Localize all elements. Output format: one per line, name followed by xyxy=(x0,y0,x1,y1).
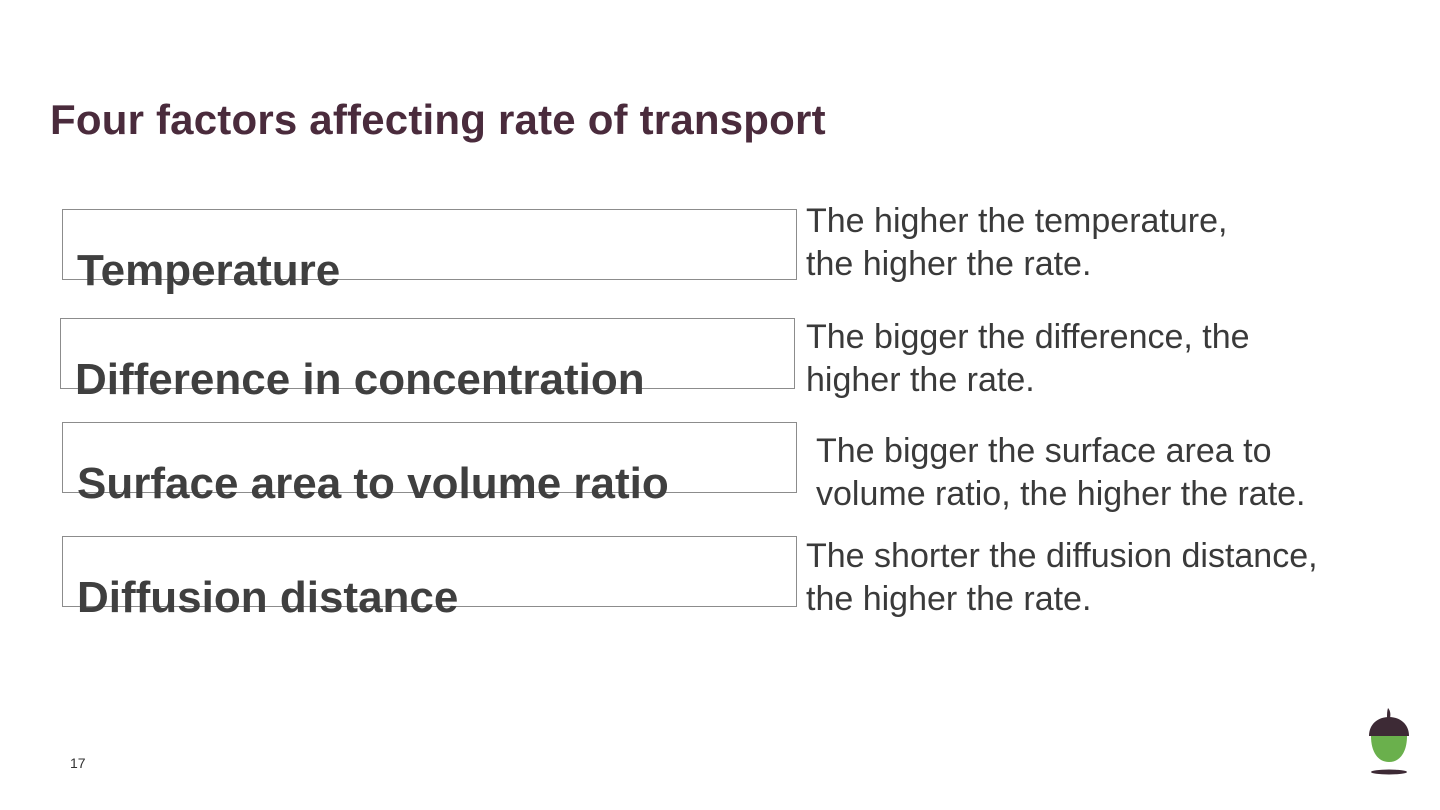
description-line: The shorter the diffusion distance, xyxy=(806,537,1318,575)
factor-box-temperature: Temperature xyxy=(62,209,797,293)
factor-label: Diffusion distance xyxy=(77,573,459,622)
factor-description-surface-area-to-volume-ratio: The bigger the surface area to volume ra… xyxy=(816,430,1306,516)
acorn-logo-icon xyxy=(1369,708,1409,775)
factor-description-temperature: The higher the temperature, the higher t… xyxy=(806,200,1227,286)
factor-box-diffusion-distance: Diffusion distance xyxy=(62,536,797,620)
factor-box-surface-area-to-volume-ratio: Surface area to volume ratio xyxy=(62,422,797,506)
factor-description-difference-in-concentration: The bigger the difference, the higher th… xyxy=(806,316,1250,402)
description-line: The higher the temperature, xyxy=(806,202,1228,240)
description-line: The bigger the difference, the xyxy=(806,318,1250,356)
description-line: volume ratio, the higher the rate. xyxy=(816,475,1306,513)
description-line: the higher the rate. xyxy=(806,245,1092,283)
factor-box-difference-in-concentration: Difference in concentration xyxy=(60,318,795,402)
description-line: the higher the rate. xyxy=(806,580,1092,618)
description-line: The bigger the surface area to xyxy=(816,432,1272,470)
factor-label: Temperature xyxy=(77,246,341,295)
description-line: higher the rate. xyxy=(806,361,1035,399)
factor-label: Surface area to volume ratio xyxy=(77,459,669,508)
factor-description-diffusion-distance: The shorter the diffusion distance, the … xyxy=(806,535,1318,621)
factor-label: Difference in concentration xyxy=(75,355,645,404)
page-number: 17 xyxy=(70,755,86,771)
slide-title: Four factors affecting rate of transport xyxy=(50,96,826,143)
